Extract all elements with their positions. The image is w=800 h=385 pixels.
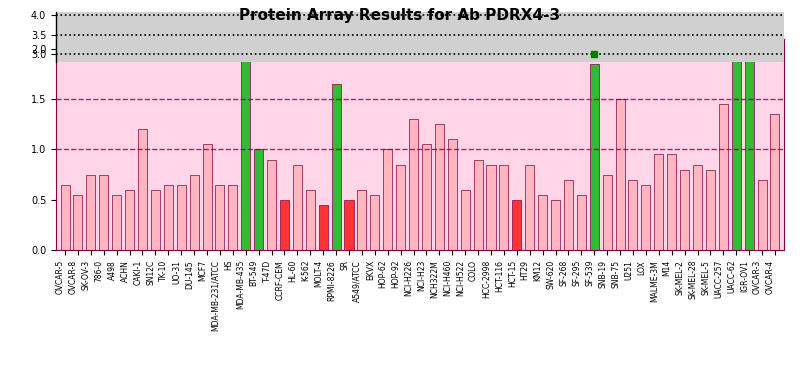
Bar [151,190,160,250]
Bar [99,175,108,250]
Bar [435,124,444,250]
Bar [629,180,638,250]
Bar [602,175,612,250]
Bar [112,195,121,250]
Bar [61,185,70,250]
Bar [461,190,470,250]
Bar [74,195,82,250]
Bar [267,159,276,250]
Bar [164,185,173,250]
Bar [525,164,534,250]
Bar [654,154,663,250]
Bar [706,169,715,250]
Bar [306,190,315,250]
Bar [667,154,676,250]
Bar [370,195,379,250]
Bar [215,185,225,250]
Bar [615,99,625,250]
Bar [177,185,186,250]
Bar [202,144,211,250]
Bar [293,164,302,250]
Bar [190,175,198,250]
Bar [422,144,431,250]
Bar [331,84,341,250]
Bar [448,139,457,250]
Bar [719,104,728,250]
Bar [642,185,650,250]
Text: Protein Array Results for Ab PDRX4-3: Protein Array Results for Ab PDRX4-3 [239,8,561,23]
Bar [758,180,766,250]
Bar [228,185,238,250]
Bar [242,49,250,250]
Bar [770,114,779,250]
Bar [345,200,354,250]
Bar [396,164,405,250]
Bar [512,200,522,250]
Bar [538,195,547,250]
Bar [358,190,366,250]
Bar [409,119,418,250]
Bar [86,175,95,250]
Bar [138,129,147,250]
Bar [383,149,392,250]
Bar [693,164,702,250]
Bar [280,200,289,250]
Bar [125,190,134,250]
Bar [254,149,263,250]
Bar [486,164,495,250]
Bar [745,44,754,250]
Bar [474,159,482,250]
Bar [551,200,560,250]
Bar [732,49,741,250]
Bar [564,180,573,250]
Bar [680,169,689,250]
Bar [499,164,509,250]
Bar [577,195,586,250]
Bar [318,205,328,250]
Bar [590,64,598,250]
